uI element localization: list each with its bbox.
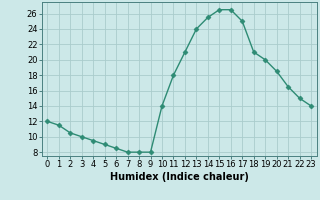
X-axis label: Humidex (Indice chaleur): Humidex (Indice chaleur)	[110, 172, 249, 182]
